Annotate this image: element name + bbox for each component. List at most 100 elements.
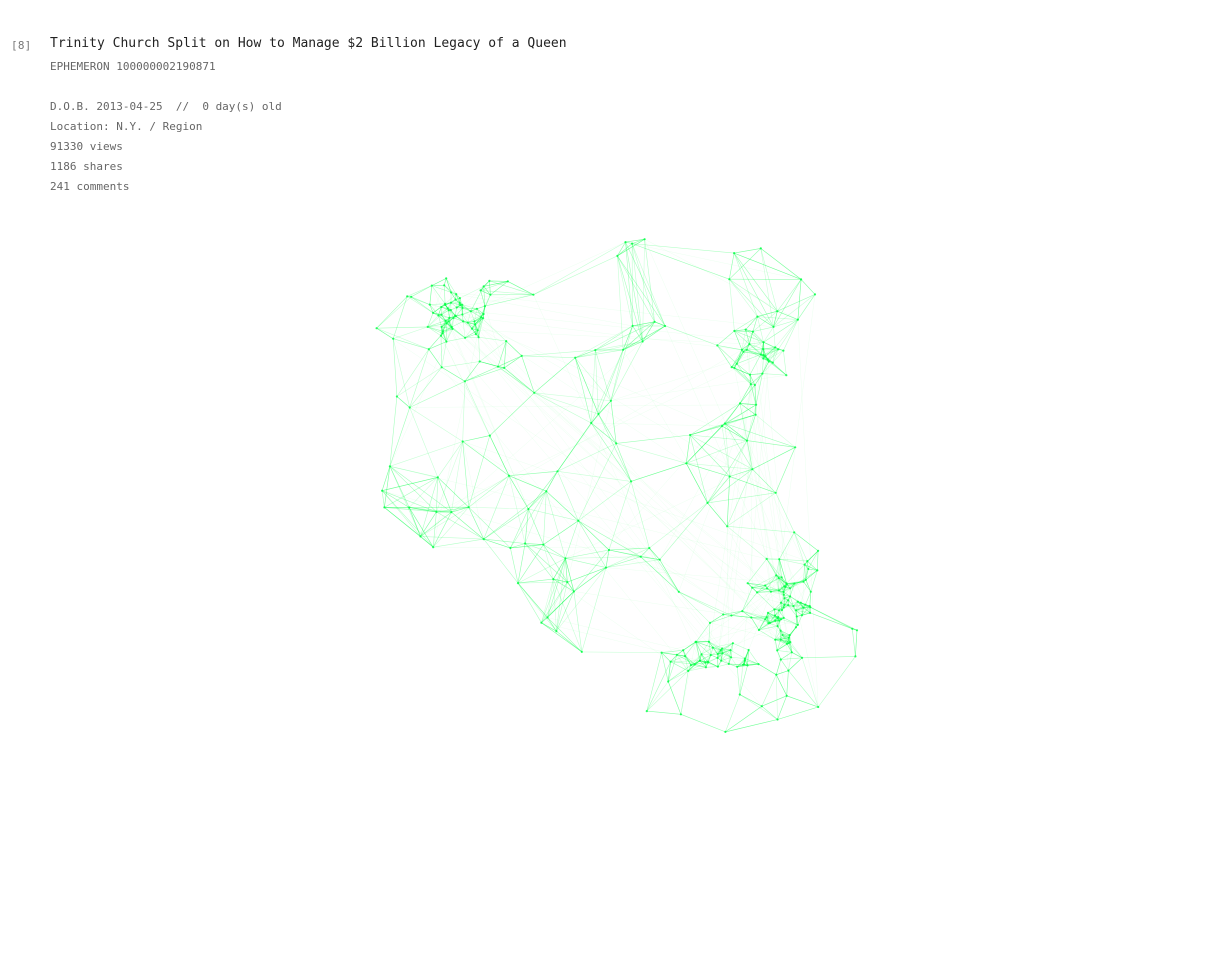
graph-edge	[381, 490, 421, 537]
graph-edge	[389, 466, 438, 478]
graph-edge	[695, 641, 701, 661]
graph-edge	[659, 502, 708, 560]
graph-edge	[477, 330, 750, 345]
graph-edge	[760, 248, 778, 312]
graph-node	[545, 490, 548, 493]
graph-edge	[763, 319, 799, 343]
graph-node	[533, 391, 536, 394]
graph-edge	[701, 654, 709, 662]
graph-edge	[717, 384, 752, 658]
graph-edge	[731, 657, 777, 675]
graph-edge	[690, 653, 702, 666]
graph-edge	[726, 476, 730, 527]
graph-edge	[467, 321, 475, 323]
graph-edge	[446, 328, 453, 342]
graph-edge	[547, 617, 583, 653]
graph-node	[782, 616, 785, 619]
graph-edge	[797, 279, 802, 320]
graph-node	[664, 324, 667, 328]
graph-edge	[381, 490, 385, 508]
graph-edge	[765, 577, 779, 586]
graph-edge	[464, 366, 499, 382]
graph-edge	[701, 654, 706, 663]
graph-edge	[578, 520, 610, 551]
graph-edge	[591, 422, 617, 444]
graph-edge	[578, 520, 641, 557]
graph-edge	[464, 361, 480, 382]
graph-node	[748, 343, 751, 346]
graph-edge	[477, 317, 484, 331]
graph-edge	[699, 660, 708, 662]
graph-edge	[763, 342, 766, 357]
graph-node	[507, 474, 511, 477]
graph-edge	[724, 414, 756, 424]
graph-edge	[786, 670, 789, 696]
graph-edge	[659, 559, 760, 631]
graph-node	[448, 316, 451, 319]
graph-node	[590, 421, 593, 425]
graph-edge	[617, 238, 645, 257]
graph-edge	[474, 317, 484, 325]
graph-edge	[451, 511, 484, 540]
graph-edge	[720, 650, 722, 661]
graph-edge	[721, 642, 734, 649]
item-title[interactable]: Trinity Church Split on How to Manage $2…	[50, 36, 567, 51]
graph-node	[762, 354, 765, 357]
graph-edge	[471, 317, 484, 329]
graph-edge	[678, 384, 756, 592]
graph-edge	[433, 312, 442, 316]
graph-edge	[817, 550, 819, 571]
graph-node	[607, 548, 611, 552]
graph-node	[807, 567, 810, 571]
graph-edge	[763, 342, 787, 584]
graph-node	[440, 366, 443, 369]
graph-edge	[778, 604, 785, 611]
graph-edge	[708, 662, 719, 667]
graph-node	[706, 501, 709, 504]
graph-node	[738, 693, 741, 696]
graph-edge	[389, 466, 410, 508]
graph-edge	[776, 674, 787, 696]
graph-edge	[517, 582, 548, 618]
graph-edge	[667, 681, 682, 715]
graph-edge	[721, 660, 729, 665]
graph-edge	[471, 317, 482, 329]
graph-edge	[640, 556, 660, 560]
graph-edge	[644, 239, 655, 322]
graph-edge	[459, 298, 463, 308]
graph-edge	[598, 413, 632, 482]
graph-edge	[497, 355, 522, 367]
graph-edge	[762, 359, 768, 374]
graph-edge	[610, 325, 633, 401]
graph-edge	[462, 321, 473, 329]
graph-edge	[770, 591, 784, 596]
graph-node	[455, 293, 458, 296]
graph-edge	[578, 520, 610, 551]
graph-node	[813, 293, 817, 296]
graph-node	[777, 609, 781, 612]
graph-edge	[724, 423, 753, 470]
graph-edge	[787, 604, 798, 617]
graph-edge	[730, 643, 734, 658]
graph-edge	[578, 520, 607, 568]
graph-node	[432, 546, 435, 549]
graph-node	[789, 641, 792, 644]
graph-node	[809, 606, 812, 609]
graph-edge	[396, 396, 410, 408]
graph-edge	[775, 492, 795, 533]
graph-node	[463, 380, 466, 383]
graph-edge	[696, 641, 713, 648]
graph-edge	[728, 663, 738, 668]
graph-edge	[790, 642, 793, 653]
graph-node	[461, 306, 464, 309]
graph-edge	[805, 568, 809, 580]
graph-edge	[443, 278, 447, 286]
graph-edge	[556, 630, 582, 653]
graph-edge	[441, 326, 453, 330]
graph-edge	[504, 367, 535, 394]
graph-node	[777, 576, 780, 580]
graph-edge	[783, 591, 791, 597]
graph-node	[754, 413, 757, 416]
graph-edge	[795, 610, 803, 616]
graph-edge	[752, 587, 768, 589]
